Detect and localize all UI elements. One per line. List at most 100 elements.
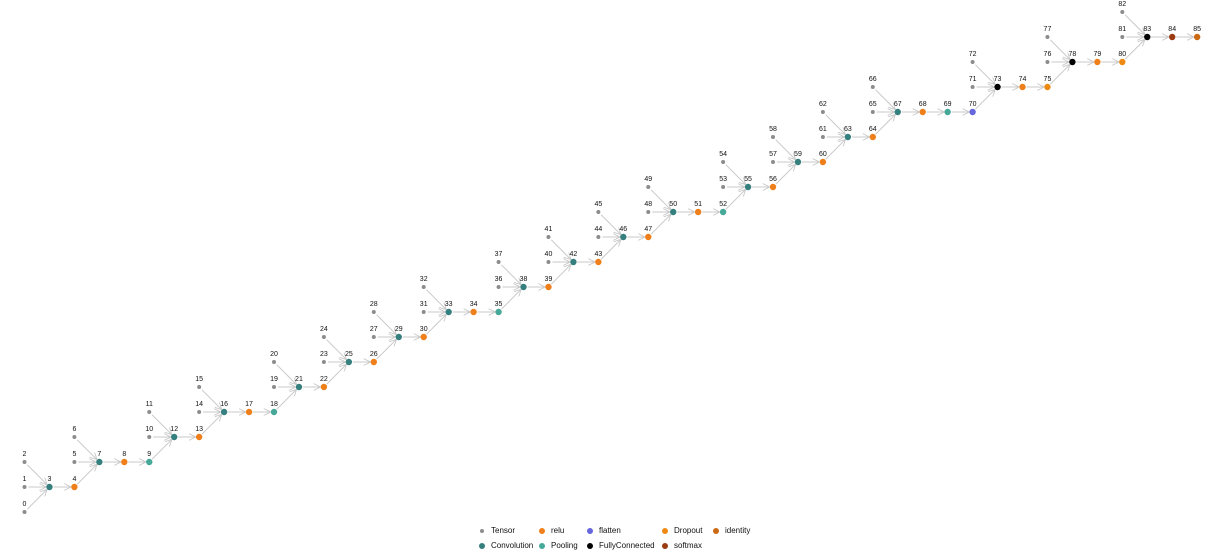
node-label: 24	[320, 326, 328, 333]
node-label: 67	[894, 101, 902, 108]
node-label: 1	[23, 476, 27, 483]
node	[272, 385, 276, 389]
node	[771, 160, 775, 164]
node	[994, 83, 1001, 91]
node	[869, 133, 876, 141]
legend: Tensor relu flatten Dropout identity Convolut…	[479, 526, 750, 550]
node-label: 21	[295, 376, 303, 383]
node	[744, 183, 752, 191]
node-label: 3	[47, 476, 51, 483]
legend-label: FullyConnected	[599, 541, 655, 550]
node	[570, 258, 577, 266]
legend-marker	[479, 543, 485, 549]
node	[245, 408, 253, 416]
node	[721, 185, 726, 189]
edges	[26, 14, 1193, 510]
edge	[875, 89, 895, 109]
legend-marker	[539, 543, 545, 549]
node	[919, 108, 926, 116]
node-label: 65	[869, 101, 877, 108]
node-label: 68	[919, 101, 927, 108]
node	[1119, 58, 1126, 66]
node-label: 75	[1044, 76, 1052, 83]
node-label: 76	[1044, 51, 1052, 58]
edge	[426, 315, 446, 335]
node-label: 79	[1093, 51, 1101, 58]
node-label: 2	[23, 451, 27, 458]
node	[970, 85, 975, 89]
node-label: 23	[320, 351, 328, 358]
legend-marker	[713, 528, 719, 534]
legend-label: Pooling	[551, 541, 578, 550]
node-label: 30	[420, 326, 428, 333]
node	[270, 408, 278, 416]
node	[870, 85, 875, 89]
node	[197, 385, 202, 389]
node-label: 11	[146, 401, 153, 408]
node-label: 60	[819, 151, 827, 158]
node	[1120, 35, 1125, 39]
edge	[26, 464, 46, 484]
node	[121, 458, 128, 466]
edge	[875, 115, 895, 135]
node	[1144, 33, 1151, 41]
edge	[725, 164, 745, 184]
node	[72, 435, 77, 439]
edge	[276, 364, 296, 384]
node	[719, 208, 727, 216]
node-label: 73	[994, 76, 1002, 83]
node-label: 5	[72, 451, 76, 458]
node-label: 52	[719, 201, 727, 208]
node-label: 12	[170, 426, 178, 433]
node	[721, 160, 726, 164]
node-label: 63	[844, 126, 852, 133]
node-label: 72	[969, 51, 977, 58]
node-label: 85	[1193, 26, 1201, 33]
node	[1045, 60, 1050, 64]
node-label: 78	[1069, 51, 1077, 58]
node-label: 41	[545, 226, 553, 233]
node	[321, 360, 326, 364]
node	[944, 108, 951, 116]
node	[295, 383, 303, 391]
legend-marker	[587, 543, 593, 549]
node	[147, 410, 152, 414]
node	[769, 183, 777, 191]
node-label: 71	[969, 76, 977, 83]
node-label: 25	[345, 351, 353, 358]
edge	[501, 264, 520, 284]
edge	[201, 415, 221, 435]
node-label: 32	[420, 276, 428, 283]
edge	[1124, 14, 1144, 34]
node	[620, 233, 627, 241]
node	[820, 135, 825, 139]
node-label: 74	[1019, 76, 1027, 83]
edge	[151, 414, 171, 434]
node-label: 47	[644, 226, 652, 233]
node	[220, 408, 228, 416]
node	[197, 410, 202, 414]
node	[894, 108, 901, 116]
node	[320, 383, 328, 391]
node-label: 61	[819, 126, 827, 133]
node	[445, 308, 452, 316]
node-label: 80	[1118, 51, 1126, 58]
node	[1044, 83, 1051, 91]
node-label: 81	[1118, 26, 1126, 33]
node-label: 48	[644, 201, 652, 208]
edge	[326, 339, 346, 359]
edge	[376, 314, 396, 334]
node	[22, 485, 27, 489]
edge	[975, 90, 994, 110]
legend-label: Dropout	[674, 526, 703, 535]
node-label: 31	[420, 301, 428, 308]
edge	[550, 265, 570, 285]
node-label: 27	[370, 326, 378, 333]
node	[546, 260, 551, 264]
node	[1019, 83, 1026, 91]
node-label: 16	[220, 401, 228, 408]
edge	[825, 140, 845, 160]
edge	[76, 465, 96, 485]
node-label: 53	[719, 176, 727, 183]
